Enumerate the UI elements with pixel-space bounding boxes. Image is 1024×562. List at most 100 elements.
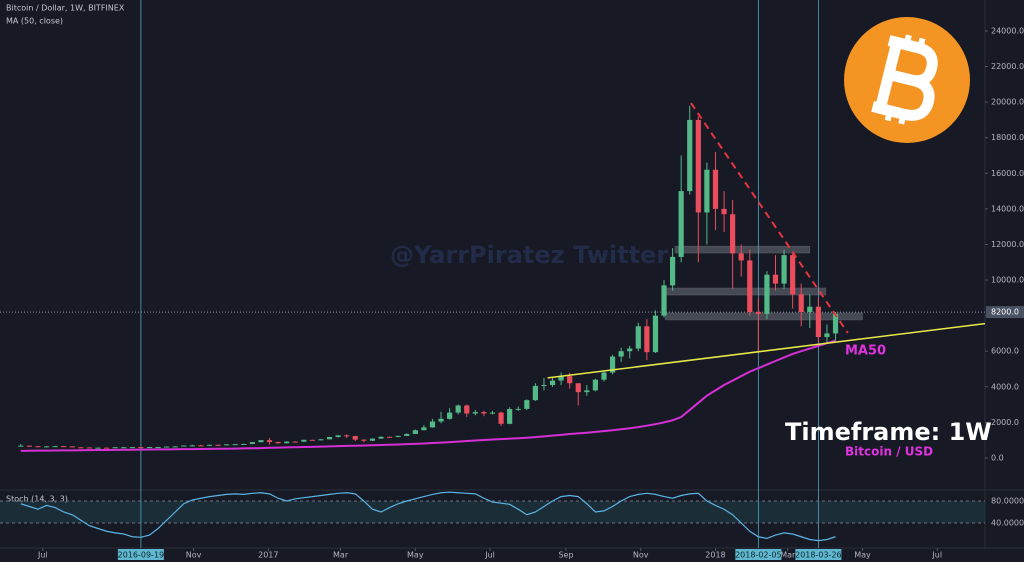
y-tick-label: 6000.0 xyxy=(991,347,1019,356)
candle-body xyxy=(755,312,761,314)
candle-body xyxy=(35,446,41,448)
candle-body xyxy=(635,326,641,349)
candle-body xyxy=(103,447,110,449)
candle-body xyxy=(832,313,839,334)
candle-body xyxy=(669,256,676,286)
candle-body xyxy=(249,442,255,444)
candle-body xyxy=(61,446,67,448)
x-tick-label: Sep xyxy=(558,551,573,560)
candle-body xyxy=(266,440,273,442)
date-marker-box xyxy=(117,549,164,560)
candle-body xyxy=(189,445,195,447)
y-tick-label: 14000.0 xyxy=(991,204,1024,213)
price-label: 8200.0 xyxy=(991,308,1019,317)
candle-body xyxy=(541,385,547,387)
candle-body xyxy=(378,436,384,439)
candle-body xyxy=(567,376,573,384)
date-marker-box xyxy=(795,549,842,560)
candle-body xyxy=(558,376,564,381)
candle-body xyxy=(421,427,427,431)
candle-body xyxy=(524,400,530,409)
candle-body xyxy=(575,383,581,393)
candle-body xyxy=(78,447,84,449)
candle-body xyxy=(455,405,461,413)
candle-body xyxy=(69,446,75,448)
stoch-line xyxy=(20,491,836,542)
candle-body xyxy=(498,412,504,424)
candle-body xyxy=(695,119,701,213)
logo-glyph xyxy=(871,34,938,125)
candle-body xyxy=(138,447,144,449)
price-label-box xyxy=(986,306,1024,319)
candle-body xyxy=(258,440,264,443)
candle-body xyxy=(95,447,101,449)
candle-body xyxy=(584,390,590,393)
candle-body xyxy=(798,294,804,313)
candle-body xyxy=(730,214,736,254)
timeframe-annotation: Timeframe: 1W xyxy=(785,418,992,446)
candle-body xyxy=(309,439,316,441)
candle-body xyxy=(429,421,436,428)
candle-body xyxy=(86,447,93,449)
x-tick-label: 2018 xyxy=(705,551,725,560)
candle-body xyxy=(815,306,821,337)
y-tick-label: 16000.0 xyxy=(991,169,1024,178)
y-tick-label: 24000.0 xyxy=(991,26,1024,35)
price-zone xyxy=(674,245,811,254)
candle-body xyxy=(344,435,350,437)
candle-body xyxy=(678,191,684,257)
date-marker-box xyxy=(735,549,782,560)
x-tick-label: 2017 xyxy=(258,551,278,560)
candle-body xyxy=(52,446,58,448)
stoch-band xyxy=(0,501,985,523)
logo-bowls xyxy=(871,35,938,121)
candle-body xyxy=(489,412,496,414)
candle-body xyxy=(275,441,281,444)
candle-body xyxy=(395,435,401,437)
candle-body xyxy=(224,444,230,446)
candle-body xyxy=(129,447,135,449)
candle-body xyxy=(515,408,521,410)
candle-body xyxy=(472,412,478,414)
y-tick-label: 4000.0 xyxy=(991,382,1019,391)
candle-body xyxy=(652,315,659,353)
candle-body xyxy=(206,444,213,446)
candle-body xyxy=(146,447,153,449)
candle-body xyxy=(369,438,376,441)
stoch-tick-label: 80.0000 xyxy=(991,497,1024,506)
candle-body xyxy=(412,430,418,434)
candle-body xyxy=(386,436,393,438)
candle-body xyxy=(292,441,298,443)
candle-body xyxy=(712,169,719,209)
bitcoin-logo xyxy=(844,17,970,143)
logo-ticks xyxy=(884,34,926,125)
candle-body xyxy=(301,439,307,442)
candle-body xyxy=(704,169,710,213)
candle-body xyxy=(687,119,693,192)
candle-body xyxy=(790,255,796,295)
candle-body xyxy=(326,436,333,440)
watermark: @YarrPiratez Twitter xyxy=(390,241,668,269)
candle-body xyxy=(609,356,616,373)
candle-body xyxy=(198,445,204,447)
y-tick-label: 20000.0 xyxy=(991,98,1024,107)
candle-body xyxy=(352,436,358,440)
candle-body xyxy=(241,443,247,445)
candle-body xyxy=(232,444,238,446)
stoch-tick-label: 40.0000 xyxy=(991,519,1024,528)
x-tick-label: Nov xyxy=(186,551,202,560)
candle-body xyxy=(335,435,341,437)
date-marker-label: 2018-02-05 xyxy=(735,551,782,560)
candle-body xyxy=(601,372,607,380)
candle-body xyxy=(481,412,487,414)
candle-body xyxy=(18,445,24,447)
candle-body xyxy=(592,379,599,391)
x-tick-label: Mar xyxy=(780,551,796,560)
y-tick-label: 0.0 xyxy=(991,453,1004,462)
x-tick-label: May xyxy=(854,551,871,560)
candle-body xyxy=(738,253,744,261)
candle-body xyxy=(181,445,187,447)
candle-body xyxy=(172,446,178,448)
ma-legend: MA (50, close) xyxy=(6,17,63,26)
